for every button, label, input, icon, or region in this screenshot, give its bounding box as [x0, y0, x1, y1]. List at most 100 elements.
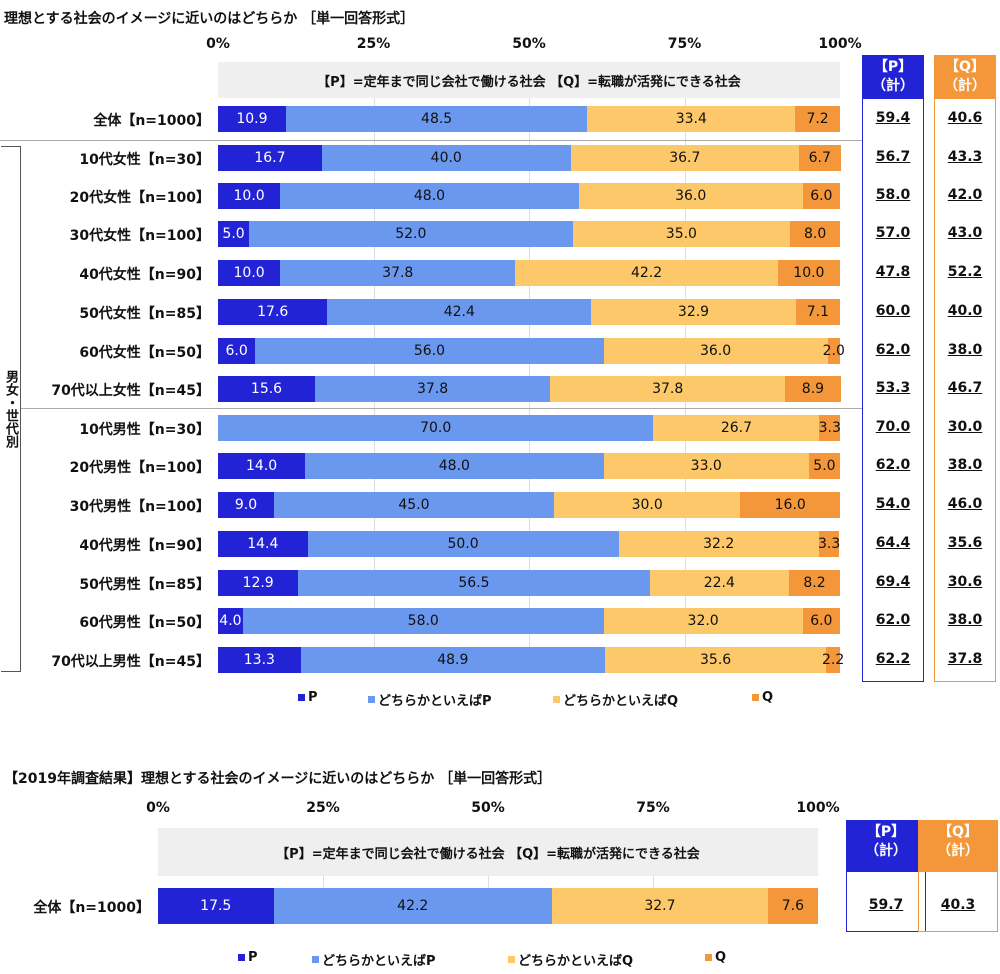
legend-swatch	[553, 696, 560, 703]
total-p-header-label: 【P】（計）	[872, 59, 914, 94]
data-label: 56.5	[458, 575, 490, 591]
total-p: 69.4	[875, 574, 911, 590]
total-p: 57.0	[875, 225, 911, 241]
bar-segment-P: 16.7	[218, 145, 322, 171]
data-label: 3.3	[818, 420, 841, 436]
legend-swatch	[238, 954, 245, 961]
bar-segment-Q: 3.3	[818, 531, 840, 557]
x-tick-label: 50%	[471, 800, 505, 816]
row-label: 60代女性【n=50】	[79, 345, 210, 361]
total-q: 35.6	[947, 535, 983, 551]
bar-segment-P: 14.4	[218, 531, 308, 557]
bar-segment-leanP: 58.0	[242, 608, 604, 634]
bar-segment-P: 10.0	[218, 260, 281, 286]
data-label: 35.6	[700, 652, 732, 668]
group-label: 男女・世代別	[3, 370, 18, 448]
gridline	[373, 62, 375, 673]
bar-segment-leanQ: 36.0	[603, 338, 828, 364]
bar-segment-Q: 7.6	[767, 888, 818, 924]
total-q: 30.6	[947, 574, 983, 590]
data-label: 17.6	[257, 304, 289, 320]
total-q: 38.0	[947, 457, 983, 473]
total-p: 60.0	[875, 303, 911, 319]
x-tick-label: 75%	[636, 800, 670, 816]
row-label: 70代以上男性【n=45】	[51, 654, 210, 670]
data-label: 36.7	[669, 150, 701, 166]
data-label: 6.0	[810, 188, 833, 204]
gridline	[488, 828, 489, 924]
bar-segment-leanP: 48.5	[285, 106, 588, 132]
total-p: 56.7	[875, 149, 911, 165]
legend-label: Q	[762, 690, 774, 705]
subtitle-band: 【P】=定年まで同じ会社で働ける社会 【Q】=転職が活発にできる社会	[158, 828, 818, 876]
total-q-header-label: 【Q】（計）	[937, 824, 979, 859]
bar-segment-P: 15.6	[218, 376, 316, 402]
bar-segment-leanQ: 36.0	[578, 183, 803, 209]
data-label: 32.9	[677, 304, 710, 320]
data-label: 70.0	[420, 420, 452, 436]
total-p: 64.4	[875, 535, 911, 551]
legend-label: Q	[715, 950, 727, 965]
bar-segment-Q: 8.2	[788, 570, 840, 596]
bar-segment-Q: 6.0	[802, 608, 840, 634]
total-q: 38.0	[947, 342, 983, 358]
row-label: 50代女性【n=85】	[79, 306, 210, 322]
data-label: 8.0	[803, 226, 827, 242]
bar-segment-leanP: 48.0	[280, 183, 579, 209]
bar-segment-leanP: 48.0	[305, 453, 604, 479]
data-label: 6.0	[810, 613, 833, 629]
x-tick-label: 0%	[206, 36, 230, 52]
chart-title: 理想とする社会のイメージに近いのはどちらか ［単一回答形式］	[4, 11, 415, 27]
bar-segment-P: 10.9	[218, 106, 286, 132]
total-q: 30.0	[947, 419, 983, 435]
bar-segment-Q: 3.3	[818, 415, 841, 441]
total-q-header-label: 【Q】（計）	[944, 59, 986, 94]
bar-segment-leanP: 70.0	[218, 415, 654, 441]
gridline	[529, 62, 530, 673]
bar-segment-leanP: 42.2	[273, 888, 553, 924]
row-label: 60代男性【n=50】	[79, 615, 210, 631]
row-label: 20代男性【n=100】	[69, 460, 210, 476]
total-p: 62.0	[875, 457, 911, 473]
legend-label: P	[308, 690, 318, 705]
data-label: 52.0	[395, 226, 427, 242]
data-label: 22.4	[703, 575, 735, 591]
bar-segment-leanP: 56.0	[255, 338, 604, 364]
data-label: 30.0	[631, 497, 663, 513]
row-label: 70代以上女性【n=45】	[51, 383, 210, 399]
bar-segment-P: 13.3	[218, 647, 301, 673]
total-p: 62.0	[875, 342, 911, 358]
data-label: 6.0	[225, 343, 248, 359]
bar-segment-leanP: 56.5	[298, 570, 650, 596]
bar-segment-leanP: 40.0	[321, 145, 571, 171]
data-label: 2.2	[822, 652, 845, 668]
legend-swatch	[508, 956, 515, 963]
data-label: 5.0	[222, 226, 245, 242]
data-label: 7.2	[806, 111, 829, 127]
x-tick-label: 0%	[146, 800, 170, 816]
total-p: 59.7	[868, 897, 904, 913]
data-label: 10.0	[793, 265, 825, 281]
legend-swatch	[705, 954, 712, 961]
total-q: 43.3	[947, 149, 983, 165]
bar-segment-P: 6.0	[218, 338, 256, 364]
total-q: 52.2	[947, 264, 983, 280]
data-label: 10.9	[236, 111, 268, 127]
total-p-header: 【P】（計）	[862, 55, 924, 99]
row-label: 30代男性【n=100】	[69, 499, 210, 515]
bar-segment-leanQ: 42.2	[515, 260, 778, 286]
bar-segment-Q: 6.7	[798, 145, 841, 171]
row-label: 10代女性【n=30】	[79, 152, 210, 168]
data-label: 40.0	[430, 150, 462, 166]
row-label: 30代女性【n=100】	[69, 228, 210, 244]
legend-label: どちらかといえばP	[322, 954, 436, 969]
data-label: 48.9	[437, 652, 469, 668]
data-label: 48.0	[413, 188, 446, 204]
data-label: 17.5	[200, 898, 232, 914]
bar-segment-Q: 7.1	[795, 299, 840, 325]
total-p: 58.0	[875, 187, 911, 203]
bar-segment-P: 9.0	[218, 492, 274, 518]
data-label: 37.8	[652, 381, 684, 397]
bar-segment-P: 5.0	[218, 221, 250, 247]
chart-title: 【2019年調査結果】理想とする社会のイメージに近いのはどちらか ［単一回答形式…	[4, 771, 552, 787]
